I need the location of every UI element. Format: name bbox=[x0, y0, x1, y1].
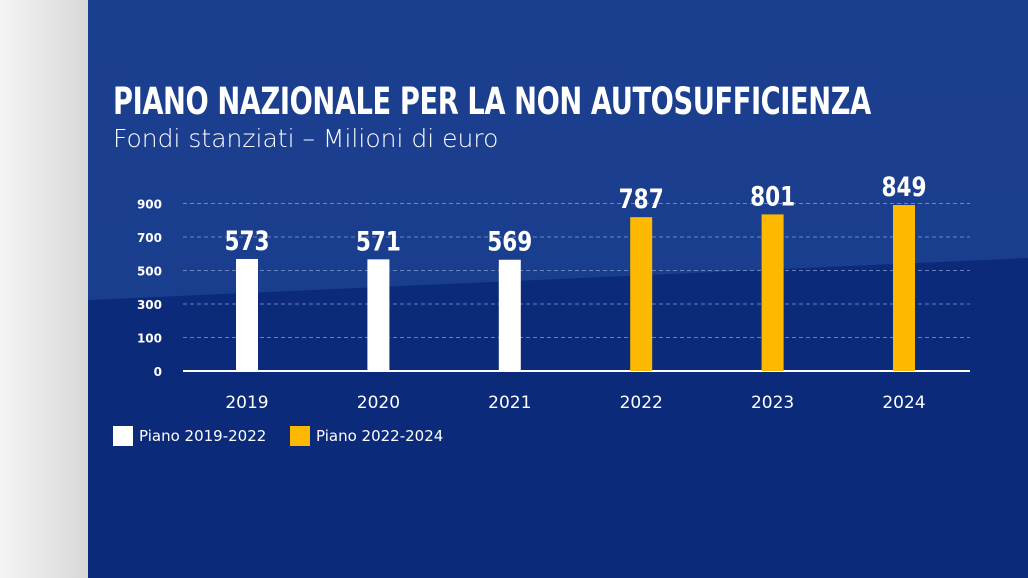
legend-swatch bbox=[290, 426, 310, 446]
x-tick-label: 2023 bbox=[751, 393, 794, 413]
y-tick-label: 900 bbox=[137, 198, 162, 212]
x-tick-label: 2024 bbox=[882, 393, 925, 413]
legend-swatch bbox=[113, 426, 133, 446]
y-tick-label: 100 bbox=[137, 332, 162, 346]
y-tick-label: 700 bbox=[137, 231, 162, 245]
legend-label: Piano 2022-2024 bbox=[316, 427, 444, 445]
bar-2019 bbox=[236, 258, 258, 371]
y-tick-label: 300 bbox=[137, 298, 162, 312]
data-label: 569 bbox=[487, 225, 532, 257]
chart-background bbox=[88, 0, 1028, 578]
y-tick-label: 0 bbox=[154, 365, 162, 379]
bar-2022 bbox=[630, 217, 653, 371]
y-tick-label: 500 bbox=[137, 265, 162, 279]
background-band bbox=[88, 0, 1028, 300]
data-label: 787 bbox=[619, 183, 664, 215]
legend-item-1: Piano 2022-2024 bbox=[290, 426, 443, 446]
chart-subtitle: Fondi stanziati – Milioni di euro bbox=[113, 124, 499, 153]
data-label: 571 bbox=[356, 225, 401, 257]
x-tick-label: 2019 bbox=[225, 393, 268, 413]
x-tick-label: 2021 bbox=[488, 393, 531, 413]
left-side-panel bbox=[0, 0, 88, 578]
bar-2024 bbox=[893, 205, 915, 371]
data-label: 573 bbox=[224, 225, 269, 257]
legend-label: Piano 2019-2022 bbox=[139, 427, 267, 445]
x-tick-label: 2022 bbox=[620, 393, 663, 413]
x-tick-label: 2020 bbox=[357, 393, 400, 413]
data-label: 849 bbox=[881, 171, 926, 203]
legend-item-0: Piano 2019-2022 bbox=[113, 426, 266, 446]
bar-2021 bbox=[498, 259, 521, 371]
chart-title: PIANO NAZIONALE PER LA NON AUTOSUFFICIEN… bbox=[113, 80, 871, 123]
bar-2020 bbox=[367, 259, 390, 371]
bar-2023 bbox=[761, 214, 784, 371]
data-label: 801 bbox=[750, 180, 795, 212]
